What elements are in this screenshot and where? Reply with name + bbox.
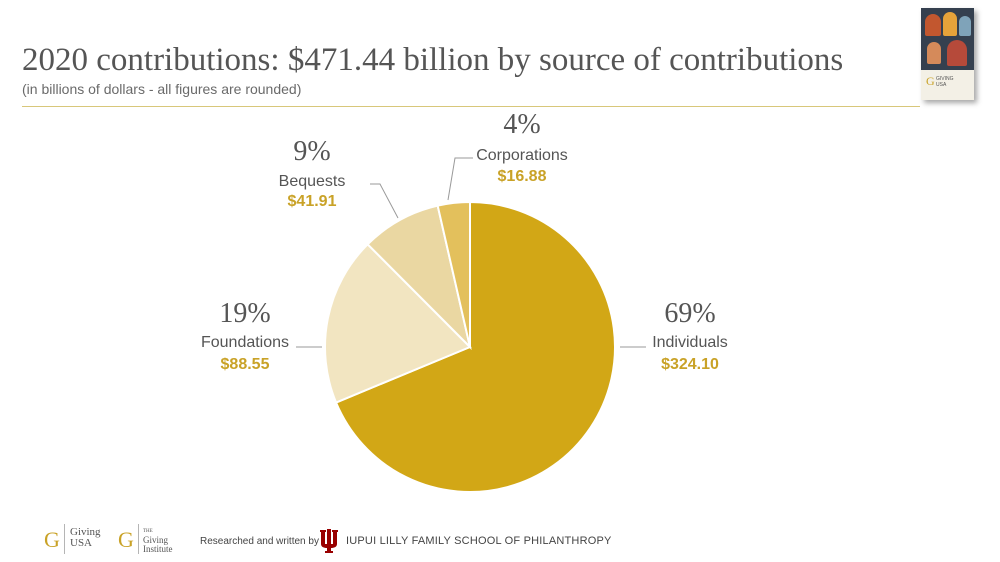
report-cover-thumbnail: G GIVING USA [921,8,974,100]
category-label-foundations: Foundations [201,334,289,351]
category-label-individuals: Individuals [652,334,728,351]
pie-slice-corporations [436,200,471,348]
value-label-individuals: $324.10 [661,356,719,373]
value-label-corporations: $16.88 [498,168,547,185]
giving-institute-logo-mark: G [118,527,134,552]
iu-trident-icon [320,529,338,553]
pie-slice-individuals [334,200,616,493]
category-label-bequests: Bequests [279,173,346,190]
leader-line-bequests [370,183,399,219]
value-label-bequests: $41.91 [288,193,337,210]
giving-usa-logo-text: Giving USA [70,526,101,549]
percent-label-bequests: 9% [293,136,330,167]
logo-divider [64,524,65,554]
title-divider [22,106,920,107]
page-subtitle: (in billions of dollars - all figures ar… [22,81,302,97]
pie-slice-foundations [324,242,472,404]
school-name: IUPUI LILLY FAMILY SCHOOL OF PHILANTHROP… [346,535,612,547]
credit-text: Researched and written by [200,536,319,547]
percent-label-corporations: 4% [503,109,540,140]
value-label-foundations: $88.55 [221,356,270,373]
giving-usa-logo-mark: G [44,527,60,552]
percent-label-individuals: 69% [664,298,715,329]
logo-divider [138,524,139,554]
giving-institute-logo-text: THE Giving Institute [143,529,173,554]
pie-slice-bequests [366,204,472,351]
percent-label-foundations: 19% [219,298,270,329]
leader-line-corporations [447,157,473,201]
category-label-corporations: Corporations [476,147,568,164]
page-title: 2020 contributions: $471.44 billion by s… [22,42,844,78]
